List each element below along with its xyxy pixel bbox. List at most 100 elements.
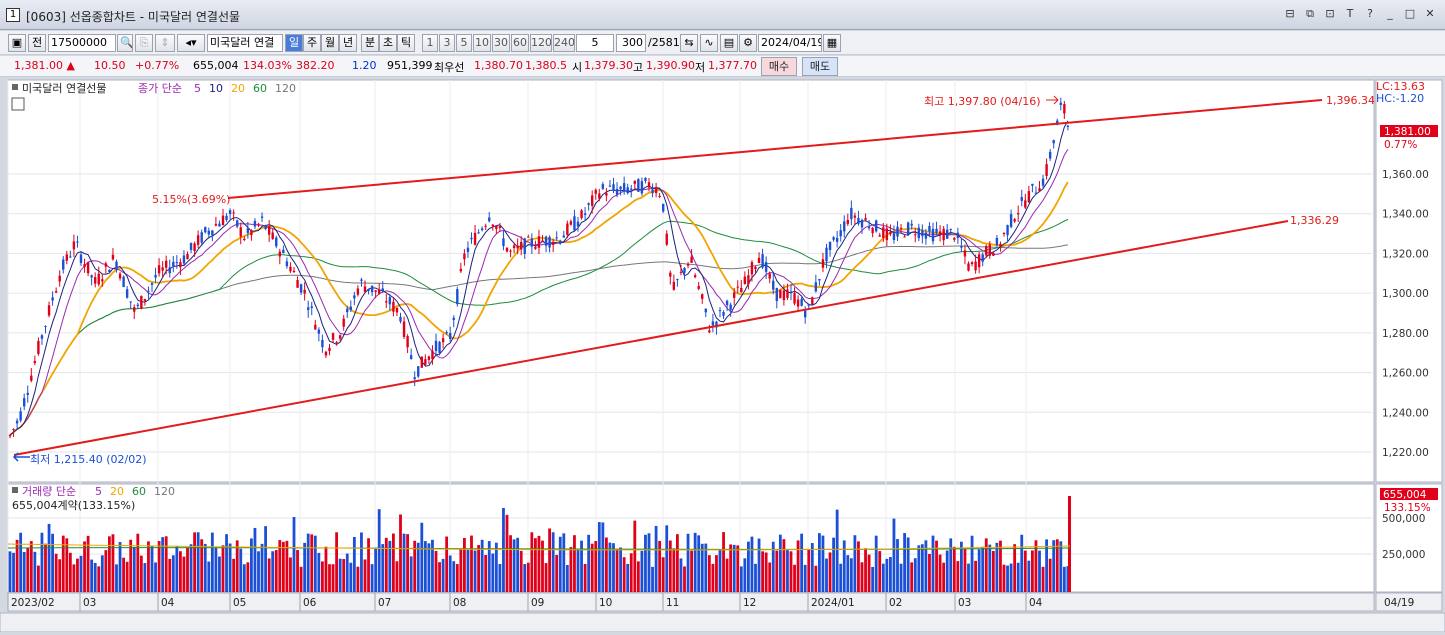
volume-bar	[253, 527, 257, 592]
layout-icon[interactable]: ▣	[8, 34, 26, 52]
volume-bar	[1016, 562, 1020, 592]
volume-bar	[1023, 550, 1027, 592]
volume-bar	[427, 543, 431, 592]
volume-bar	[221, 545, 225, 592]
count-input[interactable]: 300	[616, 34, 646, 52]
volume-bar	[441, 558, 445, 592]
volume-bar	[164, 536, 168, 592]
period-2[interactable]: 월	[321, 34, 339, 52]
volume-bar	[104, 550, 108, 592]
spin-icon[interactable]: ⇕	[155, 34, 175, 52]
candle-body	[846, 219, 849, 224]
volume-bar	[363, 559, 367, 592]
last-price-box	[1380, 125, 1438, 137]
name-field[interactable]: 미국달러 연결	[207, 34, 283, 52]
candle-body	[477, 232, 480, 234]
price-axis-label: 1,220.00	[1382, 447, 1429, 459]
candle-body	[562, 235, 565, 238]
window-control-1[interactable]: ⧉	[1306, 7, 1314, 20]
price-axis-label: 1,240.00	[1382, 407, 1429, 419]
volume-bar	[683, 566, 686, 592]
chart-area[interactable]: 1,360.00 1,340.00 1,320.00 1,300.00 1,280.00…	[0, 78, 1445, 633]
link-icon[interactable]: ⎘	[135, 34, 153, 52]
candle-body	[835, 237, 839, 242]
vol-rate: 134.03%	[243, 59, 292, 72]
volume-bar	[342, 558, 346, 592]
volume-bar	[647, 533, 651, 592]
volume-bar	[853, 535, 857, 592]
interval-30[interactable]: 30	[492, 34, 510, 52]
gear-icon[interactable]: ⚙	[739, 34, 757, 52]
interval-10[interactable]: 10	[473, 34, 491, 52]
date-axis-label: 09	[531, 597, 544, 609]
interval-60[interactable]: 60	[511, 34, 529, 52]
volume-bar	[761, 551, 764, 592]
mode-select[interactable]: 전	[28, 34, 46, 52]
period-6[interactable]: 틱	[397, 34, 415, 52]
buy-button[interactable]: 매수	[761, 57, 797, 76]
interval-240[interactable]: 240	[553, 34, 575, 52]
candle-body	[427, 356, 431, 360]
window-control-4[interactable]: ?	[1367, 7, 1373, 20]
date-input[interactable]: 2024/04/19	[758, 34, 822, 52]
code-input[interactable]: 17500000	[48, 34, 116, 52]
candle-body	[62, 259, 65, 270]
window-control-2[interactable]: ⊡	[1325, 7, 1335, 20]
volume-bar	[867, 554, 871, 592]
draw-icon[interactable]: ∿	[700, 34, 718, 52]
window-control-6[interactable]: □	[1404, 7, 1416, 20]
date-axis-label: 04	[161, 597, 175, 609]
candle-body	[615, 188, 619, 195]
calendar-icon[interactable]: ▦	[823, 34, 841, 52]
window-control-7[interactable]: ✕	[1425, 7, 1435, 20]
window-number[interactable]: 1	[6, 8, 20, 22]
candle-body	[569, 221, 573, 225]
period-1[interactable]: 주	[303, 34, 321, 52]
volume-bar	[132, 546, 136, 592]
search-icon[interactable]: 🔍	[117, 34, 133, 52]
interval-3[interactable]: 3	[439, 34, 455, 52]
volume-bar	[487, 541, 491, 592]
volume-bar	[871, 566, 875, 592]
period-4[interactable]: 분	[361, 34, 379, 52]
interval-value[interactable]: 5	[576, 34, 614, 52]
interval-1[interactable]: 1	[422, 34, 438, 52]
candle-body	[654, 188, 658, 194]
period-5[interactable]: 초	[379, 34, 397, 52]
candle-body	[1059, 102, 1062, 105]
candle-body	[349, 306, 352, 311]
interval-120[interactable]: 120	[530, 34, 552, 52]
volume-bar	[633, 520, 637, 592]
candle-body	[94, 277, 97, 284]
interval-5[interactable]: 5	[456, 34, 472, 52]
save-icon[interactable]: ▤	[720, 34, 738, 52]
candle-body	[740, 287, 743, 293]
period-3[interactable]: 년	[339, 34, 357, 52]
volume-bar	[250, 538, 253, 592]
window-control-5[interactable]: _	[1387, 7, 1393, 20]
candle-body	[90, 275, 93, 278]
volume-bar	[189, 544, 193, 592]
candle-body	[125, 289, 129, 298]
candle-body	[985, 245, 988, 256]
toggle-icon[interactable]: ⇆	[680, 34, 698, 52]
candle-body	[658, 195, 661, 197]
vol-ma-60	[7, 547, 1071, 550]
candle-body	[708, 330, 711, 333]
window-control-3[interactable]: T	[1346, 7, 1354, 20]
window-control-0[interactable]: ⊟	[1285, 7, 1295, 20]
high-label: 고	[633, 61, 644, 74]
volume-bar	[523, 564, 527, 592]
volume-bar	[747, 541, 750, 592]
price-chart[interactable]: 1,360.00 1,340.00 1,320.00 1,300.00 1,280.00…	[0, 78, 1445, 633]
sell-button[interactable]: 매도	[802, 57, 838, 76]
candle-body	[786, 289, 789, 298]
volume-bar	[651, 566, 654, 592]
prev-next-icon[interactable]: ◂▾	[177, 34, 205, 52]
candle-body	[594, 189, 597, 194]
volume-bar	[565, 564, 569, 592]
volume-bar	[999, 540, 1002, 592]
volume-bar	[512, 539, 516, 592]
volume-bar	[491, 553, 495, 592]
period-0[interactable]: 일	[285, 34, 303, 52]
